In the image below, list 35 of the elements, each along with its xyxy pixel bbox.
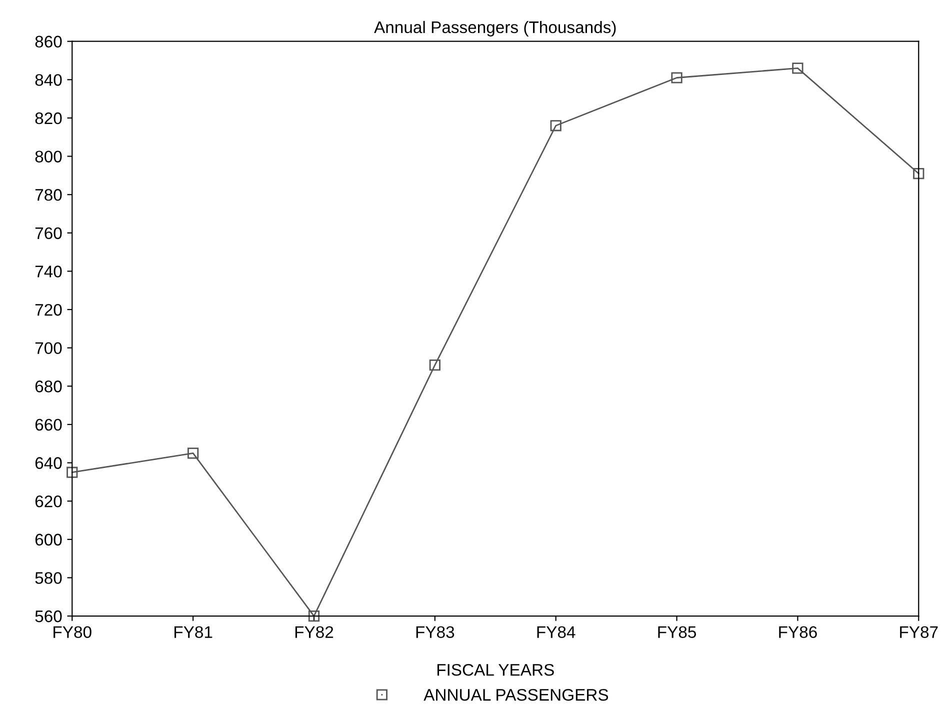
- point: [913, 168, 924, 180]
- x-tick-label: FY81: [174, 626, 212, 638]
- y-tick-label: 580: [35, 572, 62, 584]
- x-tick-label: FY82: [295, 626, 334, 638]
- y-tick-label: 840: [35, 74, 62, 86]
- y-tick-label: 600: [35, 534, 62, 546]
- y-tick-label: 620: [35, 495, 62, 508]
- point: [550, 120, 562, 132]
- x-tick-label: FY86: [779, 626, 817, 638]
- point: [429, 360, 440, 371]
- x-tick-label: FY87: [900, 626, 938, 638]
- x-axis-title: FISCAL YEARS: [437, 664, 554, 676]
- y-tick-label: 560: [35, 610, 62, 622]
- point: [188, 448, 199, 459]
- y-tick-label: 660: [35, 418, 62, 431]
- y-tick-label: 860: [35, 36, 62, 48]
- chart-title: Annual Passengers (Thousands): [374, 20, 616, 36]
- x-tick-label: FY80: [54, 626, 92, 638]
- x-tick-label: FY85: [658, 626, 696, 638]
- y-tick-label: 760: [35, 227, 62, 240]
- y-tick-label: 640: [35, 457, 62, 469]
- point: [792, 62, 804, 74]
- x-tick-label: FY83: [416, 626, 454, 638]
- legend-label: ANNUAL PASSENGERS: [424, 688, 608, 701]
- y-tick-label: 680: [35, 380, 62, 392]
- point: [308, 610, 320, 622]
- y-tick-label: 800: [35, 150, 62, 162]
- point: [66, 466, 78, 478]
- y-tick-label: 720: [35, 304, 62, 316]
- y-tick-label: 740: [35, 266, 62, 278]
- x-tick-label: FY84: [537, 626, 576, 638]
- y-tick-label: 700: [35, 342, 62, 354]
- y-tick-label: 820: [35, 112, 62, 124]
- point: [671, 72, 682, 84]
- y-tick-label: 780: [35, 189, 62, 201]
